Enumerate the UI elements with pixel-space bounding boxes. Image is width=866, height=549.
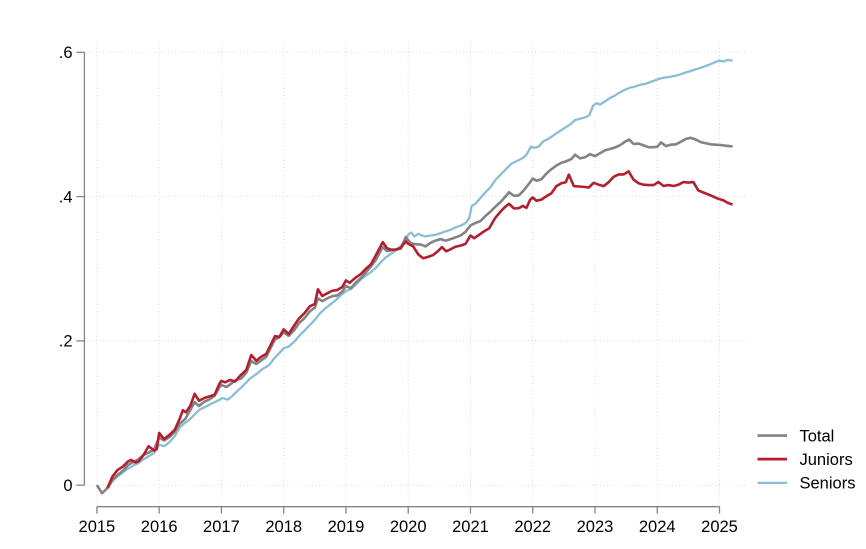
svg-text:2025: 2025 — [701, 518, 738, 536]
svg-text:2019: 2019 — [328, 518, 365, 536]
svg-text:Seniors: Seniors — [800, 475, 856, 493]
svg-text:2016: 2016 — [141, 518, 178, 536]
svg-text:2021: 2021 — [452, 518, 489, 536]
svg-text:.2: .2 — [59, 333, 73, 351]
svg-text:2024: 2024 — [639, 518, 676, 536]
svg-text:.6: .6 — [59, 44, 73, 62]
svg-text:2022: 2022 — [514, 518, 551, 536]
svg-text:Juniors: Juniors — [800, 451, 853, 469]
svg-text:0: 0 — [63, 477, 72, 495]
svg-text:2017: 2017 — [203, 518, 240, 536]
svg-text:2020: 2020 — [390, 518, 427, 536]
svg-text:2015: 2015 — [79, 518, 116, 536]
svg-text:2023: 2023 — [577, 518, 614, 536]
svg-text:2018: 2018 — [265, 518, 302, 536]
svg-text:Total: Total — [800, 427, 835, 445]
svg-text:.4: .4 — [59, 188, 73, 206]
